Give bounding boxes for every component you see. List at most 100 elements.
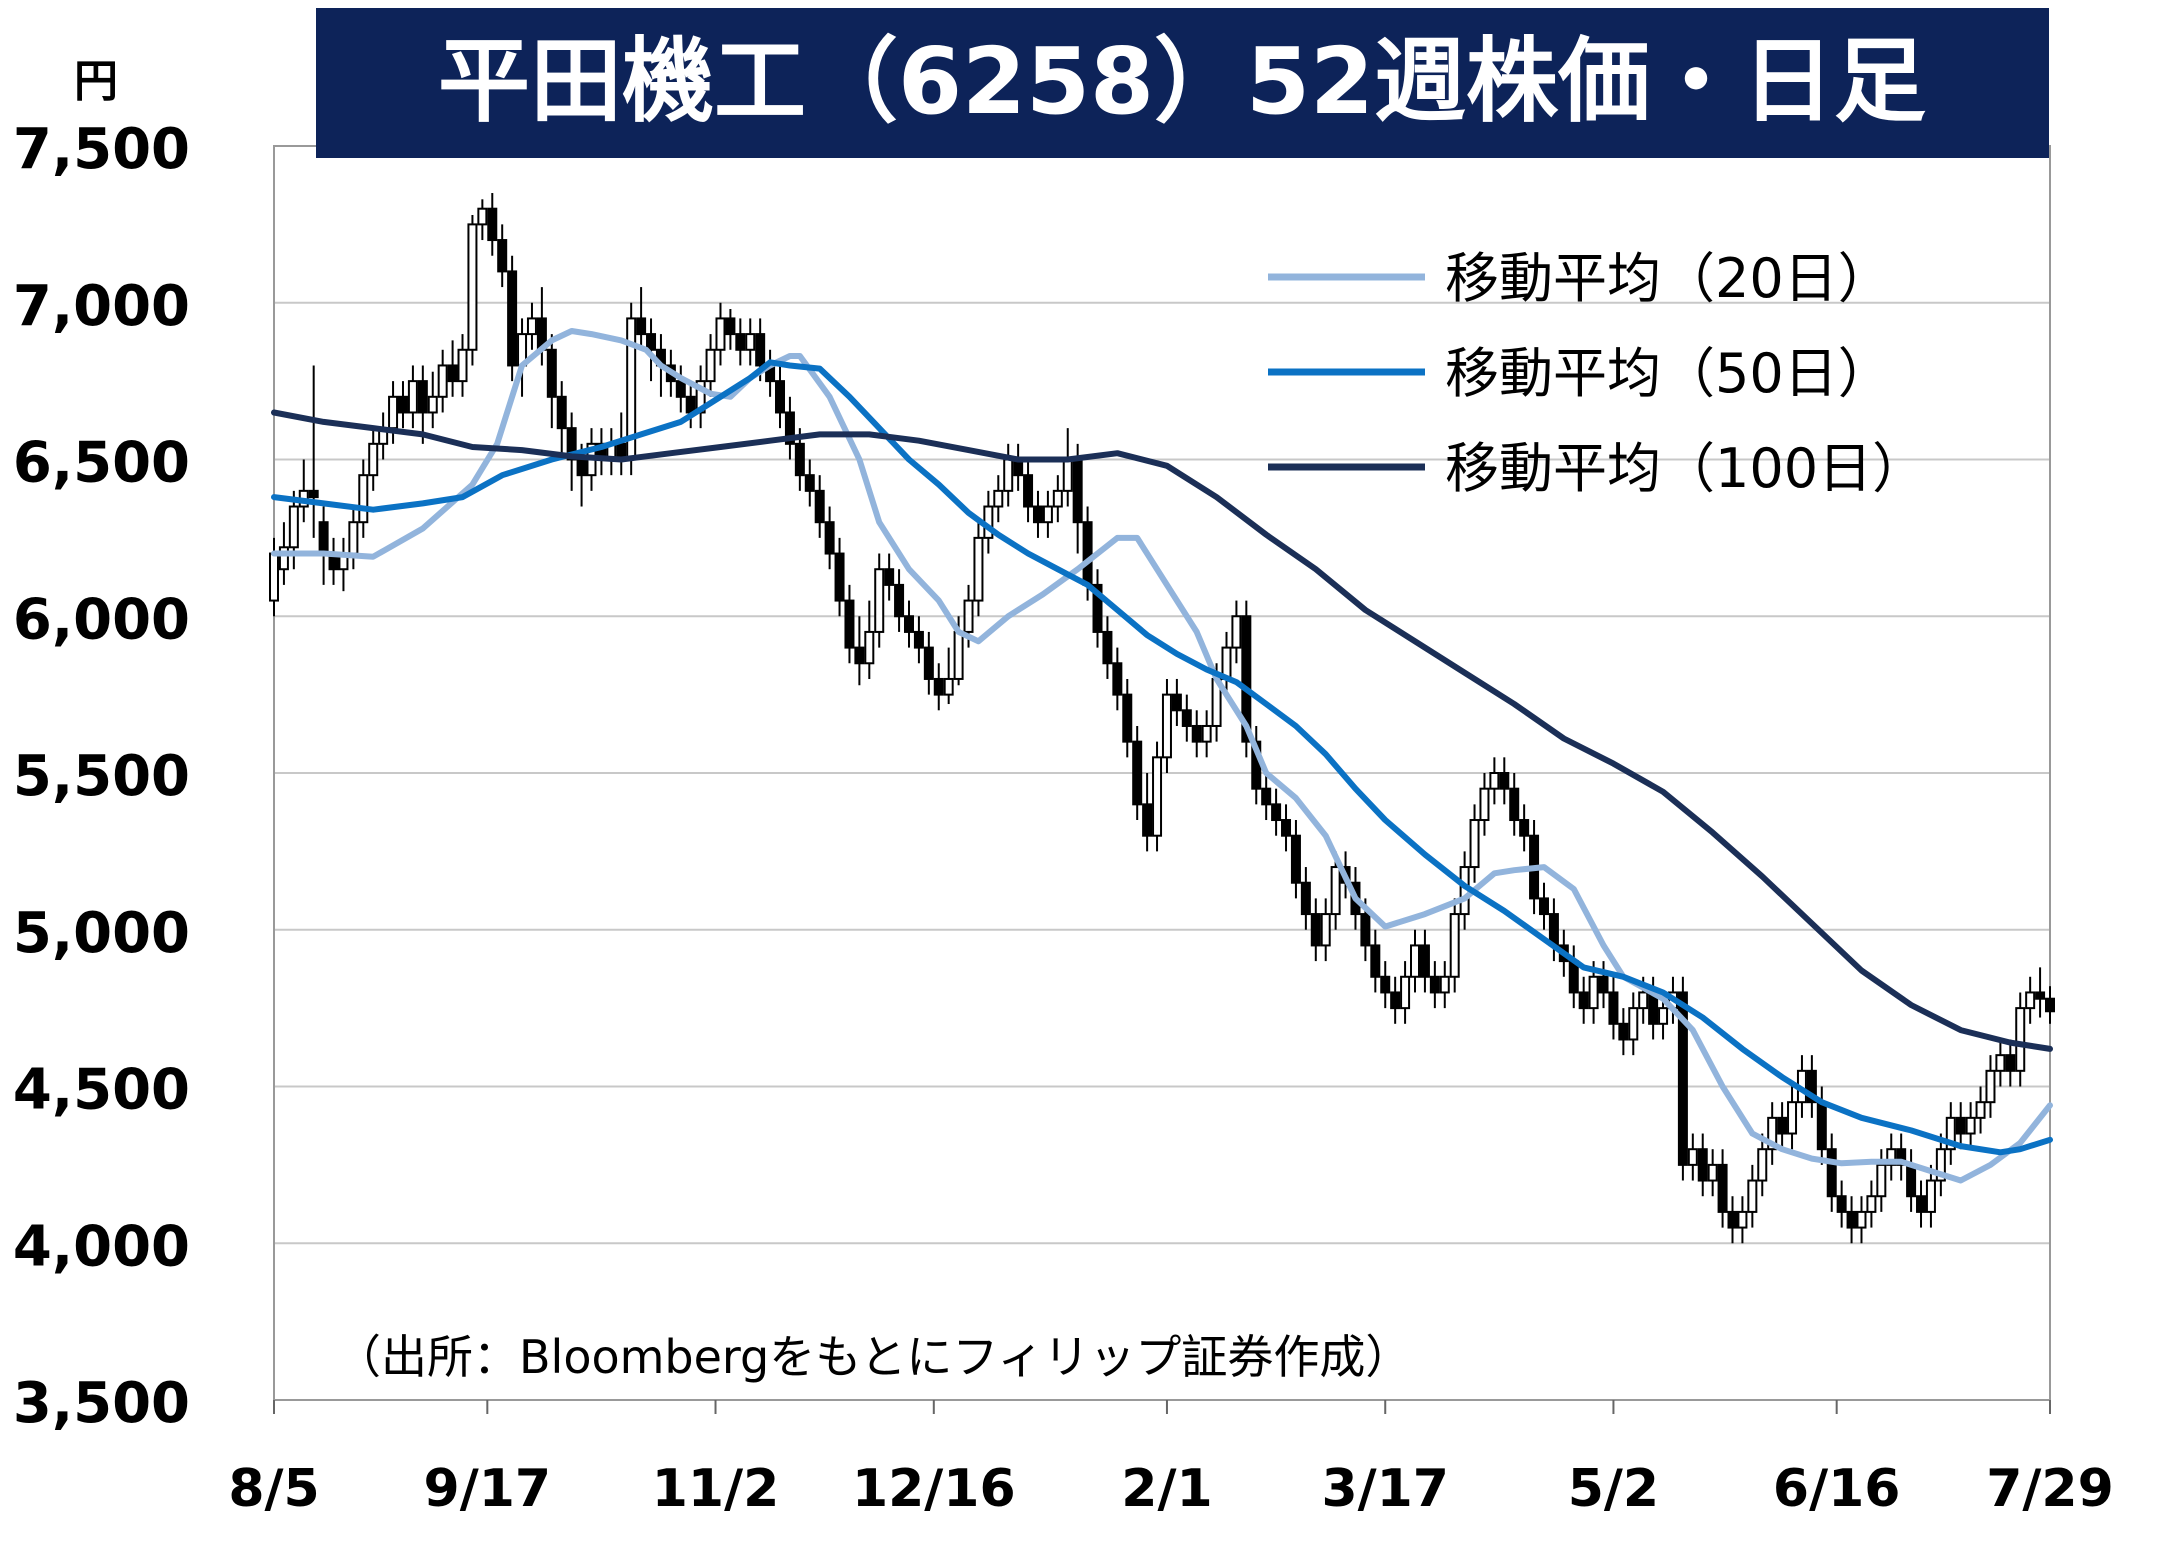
candle-body [943,677,954,696]
legend: 移動平均（20日） 移動平均（50日） 移動平均（100日） [1268,247,1926,500]
candle-body [1737,1210,1748,1229]
candle-body [775,380,786,414]
candle-body [2005,1054,2016,1072]
candle-body [278,546,289,571]
candle-body [1697,1148,1708,1182]
candle-body [735,333,746,351]
x-tick-label: 5/2 [1568,1459,1659,1519]
candle-body [407,380,418,414]
candle-body [933,677,944,696]
candle-body [1052,489,1063,508]
line-layer [271,328,2053,1184]
candle-body [1469,819,1480,869]
candle-body [923,646,934,680]
candle-body [784,411,795,445]
candle-body [993,489,1004,508]
candle-body [1489,772,1500,790]
candle-body [1707,1163,1718,1182]
candle-body [1429,975,1440,994]
candle-body [1995,1054,2006,1072]
candle-body [1787,1101,1798,1135]
candle-body [1439,975,1450,994]
candle-body [1985,1069,1996,1104]
candle-body [447,364,458,383]
candle-body [1003,458,1014,492]
candle-body [1042,505,1053,524]
series-line-2 [271,409,2053,1052]
candle-body [1161,693,1172,759]
candle-body [1747,1179,1758,1213]
y-tick-label: 3,500 [13,1371,190,1436]
candle-body [913,630,924,649]
candle-body [894,583,905,618]
candle-body [1479,787,1490,822]
candle-body [1687,1148,1698,1166]
candle-body [497,239,508,273]
candle-body [1360,913,1371,947]
candle-body [844,599,855,649]
candle-body [1300,881,1311,916]
candle-body [834,552,845,602]
candle-body [963,599,974,633]
x-axis: 8/5 9/17 11/2 12/16 2/1 3/17 5/2 6/16 7/29 [228,1400,2114,1519]
candle-body [1449,913,1460,978]
title-banner [316,8,2049,158]
candle-body [814,489,825,524]
candle-body [685,395,696,414]
candle-body [1330,866,1341,916]
x-tick-label: 6/16 [1773,1459,1901,1519]
candle-body [417,380,428,414]
chart-title: 平田機工（6258）52週株価・日足 [438,28,1926,135]
candle-body [1072,458,1083,524]
candle-body [526,317,537,336]
y-tick-label: 4,000 [13,1214,190,1279]
candle-body [1261,787,1272,806]
candle-body [358,474,369,524]
candle-body [715,317,726,351]
candle-body [368,442,379,477]
candle-body [487,207,498,242]
candle-body [1092,583,1103,633]
y-tick-label: 5,500 [13,744,190,809]
x-tick-label: 3/17 [1321,1459,1449,1519]
source-note: （出所：Bloombergをもとにフィリップ証券作成） [335,1330,1411,1384]
candle-body [1727,1210,1738,1229]
candle-body [288,505,299,549]
candle-body [675,380,686,398]
candle-body [1538,897,1549,916]
candle-body [1132,740,1143,806]
candle-body [1965,1116,1976,1135]
candle-body [1717,1163,1728,1213]
candle-body [1896,1148,1907,1166]
candle-body [1608,991,1619,1025]
candle-body [1856,1210,1867,1229]
candle-body [1191,724,1202,743]
candle-body [318,521,329,555]
candle-body [705,348,716,383]
candle-body [457,348,468,383]
y-axis: 7,500 7,000 6,500 6,000 5,500 5,000 4,500 4,000… [13,117,190,1436]
candle-body [1370,944,1381,978]
candle-body [576,458,587,477]
candle-body [1866,1195,1877,1213]
y-tick-label: 7,500 [13,117,190,182]
y-axis-unit: 円 [74,56,118,107]
candle-body [1777,1116,1788,1135]
candle-body [1241,615,1252,743]
candle-body [804,474,815,492]
candle-body [1380,975,1391,994]
y-tick-label: 4,500 [13,1058,190,1123]
candle-body [1142,803,1153,837]
candle-body [1846,1210,1857,1229]
x-tick-label: 12/16 [852,1459,1016,1519]
x-tick-label: 11/2 [652,1459,780,1519]
candle-body [973,536,984,602]
candle-body [903,615,914,633]
legend-label-ma20: 移動平均（20日） [1445,247,1892,310]
candle-body [1509,787,1520,822]
candle-body [1876,1163,1887,1198]
series-line-1 [271,359,2053,1156]
candle-body [953,630,964,680]
candle-body [854,646,865,665]
candle-body [397,395,408,414]
